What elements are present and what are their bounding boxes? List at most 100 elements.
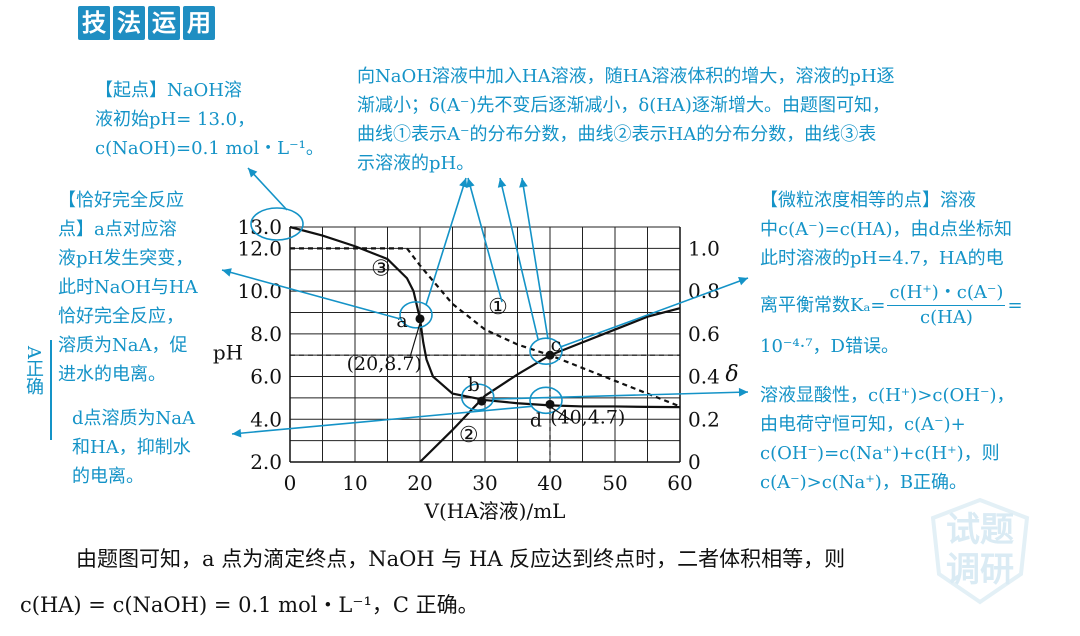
- x-tick-label: 30: [472, 471, 497, 495]
- watermark-line1: 试题: [946, 510, 1014, 550]
- point-label-b: b: [468, 374, 480, 396]
- d-line2: 和HA，抑制水: [72, 437, 191, 458]
- arrow-top-3: [499, 177, 539, 340]
- point-a-highlight: [399, 301, 433, 329]
- arrow-top-1: [425, 177, 467, 306]
- arrow-acid-note-head: [738, 387, 748, 397]
- top-line4: 示溶液的pH。: [357, 153, 475, 174]
- y-right-tick-label: 0.8: [688, 279, 720, 303]
- side-divider: [50, 340, 52, 440]
- x-tick-label: 50: [602, 471, 627, 495]
- y-left-tick-label: 6.0: [250, 365, 282, 389]
- equal-line2: 中c(A⁻)=c(HA)，由d点坐标知: [760, 219, 1013, 240]
- top-line2: 渐减小；δ(A⁻)先不变后逐渐减小，δ(HA)逐渐增大。由题图可知，: [357, 95, 890, 116]
- point-b: [477, 396, 487, 406]
- bottom-line2: c(HA) = c(NaOH) = 0.1 mol・L⁻¹，C 正确。: [20, 593, 479, 617]
- curve-label-1: ①: [488, 295, 508, 320]
- equiv-line2: 点】a点对应溶: [58, 219, 177, 240]
- badge-char: 用: [183, 6, 215, 40]
- annotation-a-coord: (20,8.7): [347, 353, 422, 375]
- point-d: [545, 399, 555, 409]
- equal-point-note: 【微粒浓度相等的点】溶液 中c(A⁻)=c(HA)，由d点坐标知 此时溶液的pH…: [760, 186, 1023, 361]
- x-axis-label: V(HA溶液)/mL: [424, 499, 566, 523]
- y-right-tick-label: 0: [688, 450, 701, 474]
- arrow-top-2: [467, 177, 503, 303]
- x-tick-label: 40: [537, 471, 562, 495]
- d-line3: 的电离。: [72, 466, 144, 487]
- side-a-label: A正确: [23, 346, 44, 395]
- arrow-acid-note: [491, 391, 749, 400]
- d-point-note: d点溶质为NaA 和HA，抑制水 的电离。: [72, 404, 195, 491]
- acid-line1: 溶液显酸性，c(H⁺)>c(OH⁻)，: [760, 385, 1015, 406]
- equiv-line5: 恰好完全反应，: [58, 306, 184, 327]
- equivalence-note: 【恰好完全反应 点】a点对应溶 液pH发生突变， 此时NaOH与HA 恰好完全反…: [58, 186, 198, 389]
- arrow-equal-note: [559, 277, 749, 348]
- equal-line1: 【微粒浓度相等的点】溶液: [760, 190, 976, 211]
- point-d-highlight: [529, 386, 563, 415]
- x-tick-label: 20: [407, 471, 432, 495]
- acid-line2: 由电荷守恒可知，c(A⁻)+: [760, 414, 966, 435]
- point-b-highlight: [460, 383, 495, 411]
- point-c-highlight: [529, 337, 563, 365]
- top-note: 向NaOH溶液中加入HA溶液，随HA溶液体积的增大，溶液的pH逐 渐减小；δ(A…: [357, 62, 895, 178]
- annotation-d-leader: [550, 407, 572, 421]
- badge-char: 技: [78, 6, 110, 40]
- equiv-line3: 液pH发生突变，: [58, 248, 194, 269]
- y-right-tick-label: 0.2: [688, 407, 720, 431]
- d-line1: d点溶质为NaA: [72, 408, 196, 429]
- start-point-highlight: [250, 207, 304, 241]
- arrow-start-note-head: [248, 168, 258, 178]
- annotation-d-coord: (40,4.7): [550, 407, 625, 429]
- equal-line3: 此时溶液的pH=4.7，HA的电: [760, 248, 1004, 269]
- y-left-tick-label: 13.0: [237, 215, 282, 239]
- point-label-d: d: [530, 409, 542, 431]
- equiv-line1: 【恰好完全反应: [58, 190, 184, 211]
- arrow-equiv-note: [221, 269, 401, 320]
- y-right-tick-label: 1.0: [688, 236, 720, 260]
- point-label-c: c: [551, 334, 562, 356]
- arrow-top-3-head: [497, 178, 507, 188]
- point-c: [545, 350, 555, 360]
- acid-line4: c(A⁻)>c(Na⁺)，B正确。: [760, 472, 968, 493]
- ka-formula: 离平衡常数Kₐ= c(H⁺)・c(A⁻) c(HA) =: [760, 281, 1023, 330]
- start-line3: c(NaOH)=0.1 mol・L⁻¹。: [95, 138, 324, 159]
- arrow-equiv-note-head: [222, 268, 232, 277]
- top-line3: 曲线①表示A⁻的分布分数，曲线②表示HA的分布分数，曲线③表: [357, 124, 877, 145]
- acid-note: 溶液显酸性，c(H⁺)>c(OH⁻)， 由电荷守恒可知，c(A⁻)+ c(OH⁻…: [760, 381, 1015, 497]
- arrow-equal-note-head: [738, 277, 748, 286]
- arrow-top-4-head: [519, 178, 528, 188]
- equiv-line6: 溶质为NaA，促: [58, 335, 188, 356]
- badge-char: 运: [148, 6, 180, 40]
- ka-numerator: c(H⁺)・c(A⁻): [887, 281, 1006, 306]
- y-right-tick-label: 0.6: [688, 322, 720, 346]
- x-tick-label: 60: [667, 471, 692, 495]
- y-left-tick-label: 10.0: [237, 279, 282, 303]
- curve-label-3: ③: [371, 257, 391, 282]
- start-point-note: 【起点】NaOH溶 液初始pH= 13.0， c(NaOH)=0.1 mol・L…: [95, 76, 324, 163]
- y-left-tick-label: 4.0: [250, 407, 282, 431]
- series-line: [289, 225, 681, 409]
- curve-label-2: ②: [459, 423, 479, 448]
- start-title: 【起点】: [95, 80, 167, 101]
- ka-equals: =: [1007, 295, 1023, 316]
- y-right-tick-label: 0.4: [688, 365, 720, 389]
- y-left-tick-label: 2.0: [250, 450, 282, 474]
- x-tick-label: 0: [284, 471, 297, 495]
- section-badge: 技 法 运 用: [78, 6, 215, 40]
- point-label-a: a: [396, 310, 407, 332]
- arrow-top-4: [521, 177, 549, 340]
- start-line2: 液初始pH= 13.0，: [95, 109, 256, 130]
- top-line1: 向NaOH溶液中加入HA溶液，随HA溶液体积的增大，溶液的pH逐: [357, 66, 895, 87]
- equiv-line4: 此时NaOH与HA: [58, 277, 198, 298]
- watermark-shield-icon: [930, 497, 1030, 605]
- equal-line5: 10⁻⁴·⁷，D错误。: [760, 336, 899, 357]
- equal-line4-pre: 离平衡常数Kₐ=: [760, 295, 886, 316]
- watermark-line2: 调研: [946, 550, 1014, 590]
- acid-line3: c(OH⁻)=c(Na⁺)+c(H⁺)，则: [760, 443, 1000, 464]
- arrow-d-note-head: [232, 428, 242, 438]
- arrow-d-note: [231, 405, 533, 435]
- ka-fraction: c(H⁺)・c(A⁻) c(HA): [887, 281, 1006, 330]
- arrow-start-note: [247, 167, 288, 211]
- annotation-a-leader: [409, 322, 421, 357]
- equiv-line7: 进水的电离。: [58, 364, 166, 385]
